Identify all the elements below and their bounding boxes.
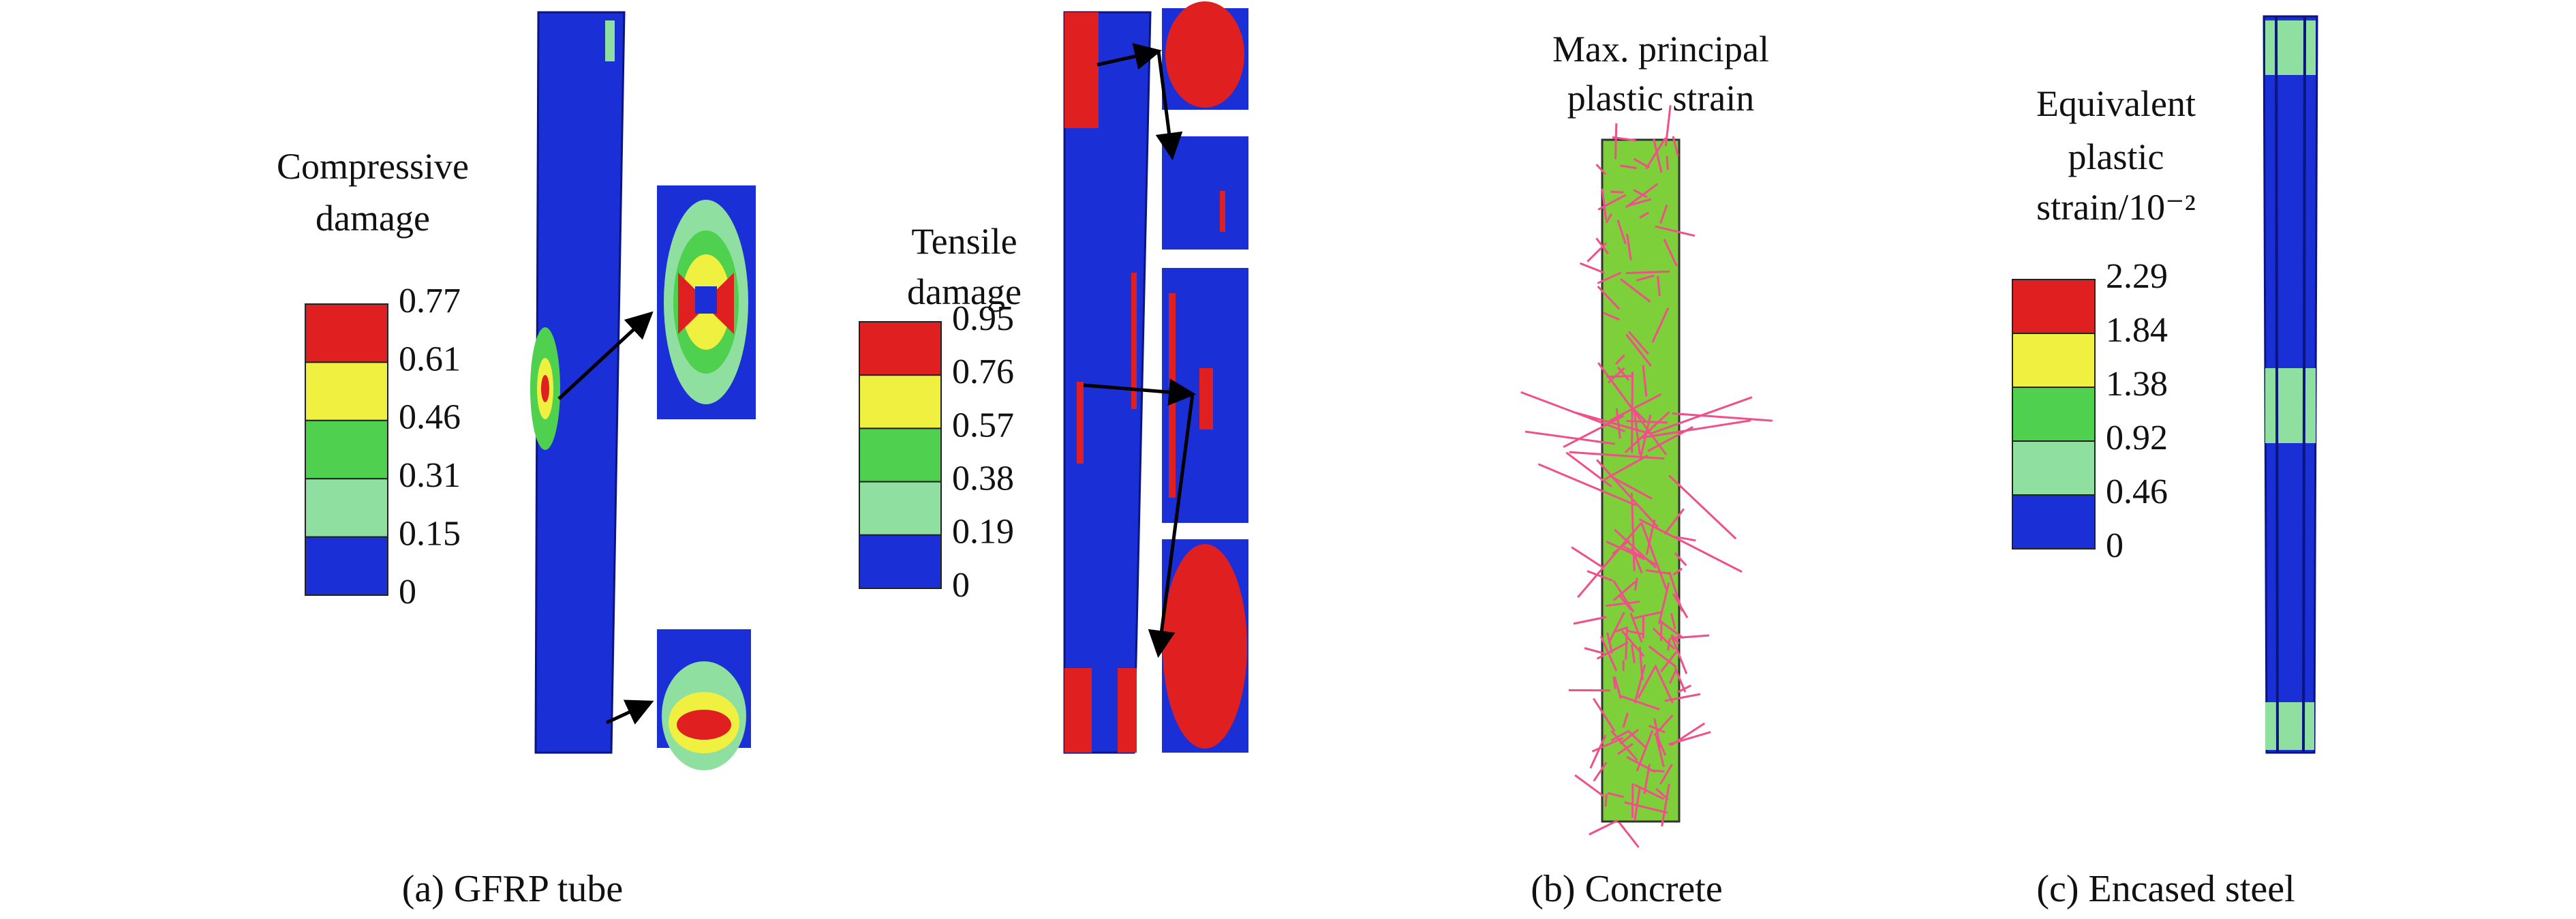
legend-title: damage	[316, 198, 430, 239]
legend-title: strain/10⁻²	[2036, 187, 2196, 228]
strain-arrow	[1571, 547, 1604, 568]
legend-swatch	[305, 362, 388, 420]
legend-swatch	[305, 537, 388, 595]
legend-label: 0	[952, 566, 970, 605]
strain-arrow	[1667, 156, 1668, 170]
gfrp-tensile-model	[1064, 1, 1248, 753]
legend-label: 0.46	[2106, 472, 2168, 511]
strain-arrow	[1575, 775, 1604, 796]
legend-label: 0.46	[399, 398, 461, 437]
caption: (c) Encased steel	[2036, 868, 2295, 910]
legend-label: 1.84	[2106, 311, 2168, 350]
strain-arrow	[1619, 822, 1639, 847]
legend-label: 2.29	[2106, 257, 2168, 296]
legend-swatch	[859, 322, 941, 375]
strain-arrow	[1580, 263, 1605, 273]
legend-label: 0.31	[399, 456, 461, 495]
legend-label: 0.77	[399, 282, 461, 320]
legend-label: 0.95	[952, 299, 1014, 338]
gfrp-compressive-model	[530, 12, 756, 770]
legend-swatch	[2012, 280, 2095, 333]
legend-label: 0.38	[952, 460, 1014, 498]
steel-model	[2264, 16, 2317, 753]
legend-label: 0.76	[952, 352, 1014, 391]
legend-swatch	[2012, 333, 2095, 387]
legend-swatch	[305, 479, 388, 537]
legend-swatch	[305, 304, 388, 362]
legend-swatch	[859, 375, 941, 428]
legend-swatch	[2012, 441, 2095, 495]
legend-label: 1.38	[2106, 365, 2168, 404]
legend-swatch	[859, 482, 941, 535]
legend-swatch	[305, 421, 388, 479]
legend-title: Max. principal	[1552, 29, 1769, 70]
legend-swatch	[859, 535, 941, 588]
legend-title: Compressive	[277, 146, 469, 187]
legend-swatch	[2012, 387, 2095, 441]
legend-label: 0.19	[952, 513, 1014, 552]
caption: (b) Concrete	[1531, 868, 1722, 910]
legend-swatch	[859, 428, 941, 481]
legend-title: plastic	[2068, 136, 2164, 177]
strain-arrow	[1632, 372, 1633, 453]
legend-label: 0.92	[2106, 419, 2168, 457]
legend-label: 0.61	[399, 340, 461, 378]
legend-label: 0	[399, 573, 416, 612]
caption: (a) GFRP tube	[402, 868, 624, 910]
legend-swatch	[2012, 495, 2095, 549]
legend-label: 0	[2106, 526, 2123, 565]
legend-title: plastic strain	[1567, 78, 1754, 119]
legend-label: 0.15	[399, 515, 461, 554]
legend-title: Equivalent	[2036, 83, 2196, 124]
legend-title: Tensile	[911, 221, 1017, 262]
legend-label: 0.57	[952, 406, 1014, 445]
strain-arrow	[1606, 376, 1634, 377]
concrete-model	[1521, 105, 1773, 847]
strain-arrow	[1626, 629, 1627, 660]
